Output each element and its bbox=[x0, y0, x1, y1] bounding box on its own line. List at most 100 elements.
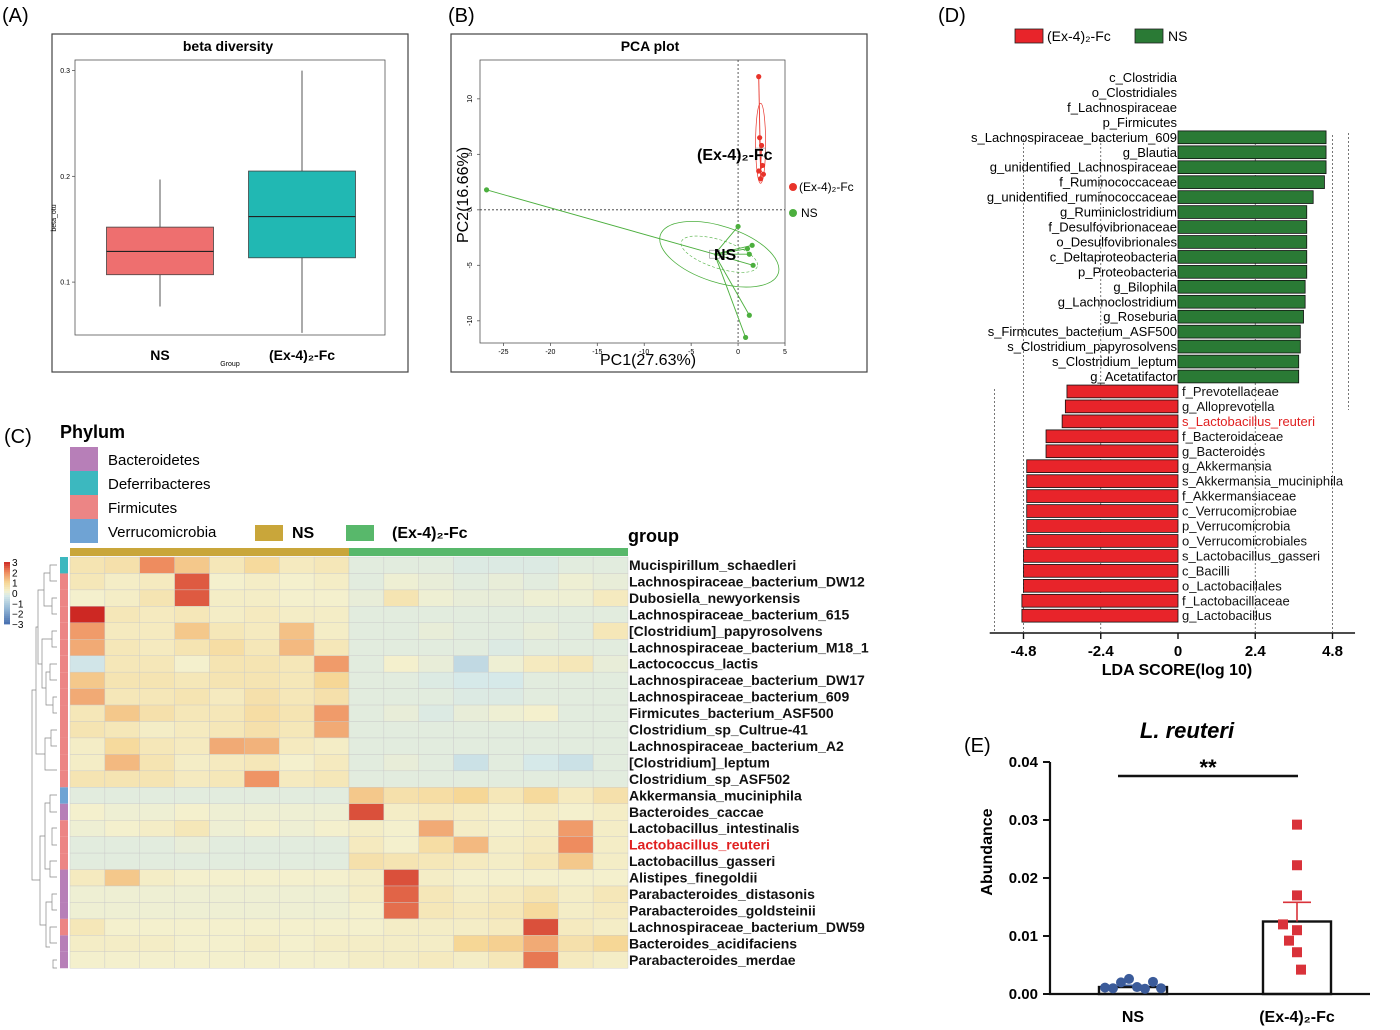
panel-c-cell bbox=[558, 573, 594, 591]
panel-c-phylum-swatch bbox=[70, 447, 98, 471]
panel-c-cell bbox=[488, 951, 524, 969]
panel-d-legend-ns-swatch bbox=[1134, 28, 1164, 44]
panel-c-scale-step bbox=[4, 603, 10, 606]
panel-c-cell bbox=[453, 737, 489, 755]
panel-c-cell bbox=[279, 688, 315, 706]
panel-c-row-label: Lachnospiraceae_bacterium_609 bbox=[629, 689, 849, 705]
panel-d-label-ns: o_Clostridiales bbox=[1092, 85, 1178, 100]
panel-c-cell bbox=[209, 573, 245, 591]
panel-c-cell bbox=[418, 721, 454, 739]
panel-c-cell bbox=[69, 589, 106, 607]
panel-e-ytick-label: 0.04 bbox=[1009, 754, 1039, 771]
panel-c-cell bbox=[523, 655, 559, 673]
panel-c-cell bbox=[383, 918, 419, 936]
panel-b-point bbox=[483, 187, 490, 193]
panel-b-spider-ns bbox=[714, 253, 754, 266]
panel-b-point bbox=[760, 171, 767, 177]
panel-b-ytick-label: 5 bbox=[467, 152, 474, 156]
panel-c-cell bbox=[558, 770, 594, 788]
panel-c-cell bbox=[104, 902, 140, 920]
panel-d-bar-ex bbox=[1061, 414, 1179, 429]
panel-c-cell bbox=[104, 935, 140, 952]
panel-c-cell bbox=[104, 770, 140, 788]
panel-c-cell bbox=[348, 803, 385, 821]
panel-c-cell bbox=[139, 935, 175, 952]
panel-c-scale-step bbox=[4, 578, 10, 581]
panel-c-cell bbox=[209, 787, 245, 804]
panel-c-row-phylum bbox=[60, 869, 68, 886]
panel-c-group-ex-swatch bbox=[346, 525, 374, 541]
panel-c-cell bbox=[174, 852, 210, 870]
panel-c-cell bbox=[104, 803, 140, 821]
panel-c-cell bbox=[279, 820, 315, 837]
panel-c-phylum-legend: Bacteroidetes Deferribacteres Firmicutes Ve… bbox=[70, 447, 217, 543]
panel-c-group-ns-label: NS bbox=[292, 525, 315, 542]
panel-a-yticks: 0.1 0.2 0.3 bbox=[60, 68, 75, 287]
panel-c-cell bbox=[69, 671, 106, 689]
panel-c-cell bbox=[453, 704, 489, 722]
panel-c-cell bbox=[558, 639, 594, 656]
panel-c-cell bbox=[558, 902, 594, 920]
panel-c-cell bbox=[418, 935, 454, 952]
panel-c-cell bbox=[383, 869, 419, 887]
panel-c-cell bbox=[592, 935, 629, 952]
panel-c-scale-step bbox=[4, 574, 10, 577]
panel-c-cell bbox=[592, 721, 629, 739]
panel-c-cell bbox=[244, 935, 280, 952]
panel-c-cell bbox=[488, 721, 524, 739]
panel-c-cell bbox=[488, 935, 524, 952]
panel-c-cell bbox=[383, 606, 419, 623]
panel-c-cell bbox=[69, 688, 106, 706]
panel-c-cell bbox=[453, 589, 489, 607]
panel-b-point bbox=[744, 246, 751, 252]
panel-c-cell bbox=[244, 606, 280, 623]
panel-c-dendrogram-branch bbox=[31, 689, 40, 881]
panel-c-cell bbox=[558, 655, 594, 673]
panel-c-cell bbox=[244, 869, 280, 887]
panel-c-cell bbox=[418, 787, 454, 804]
panel-c-row-phylum bbox=[60, 853, 68, 870]
panel-c-heatmap: Mucispirillum_schaedleriLachnospiraceae_… bbox=[60, 548, 869, 969]
panel-b-spider-ns bbox=[714, 253, 750, 316]
panel-c-cell bbox=[69, 935, 106, 952]
panel-e-plot: 0.00 0.01 0.02 0.03 0.04 NS (Ex-4)₂-Fc bbox=[1009, 754, 1370, 1026]
panel-d-bar-ex bbox=[1066, 384, 1179, 399]
panel-c-row-phylum bbox=[60, 918, 68, 936]
panel-c-cell bbox=[523, 869, 559, 887]
panel-c-cell bbox=[523, 639, 559, 656]
panel-c-cell bbox=[209, 688, 245, 706]
panel-d-bar-ex bbox=[1021, 593, 1179, 608]
panel-c-cell bbox=[592, 622, 629, 640]
panel-c-row-label: Parabacteroides_goldsteinii bbox=[629, 902, 816, 918]
panel-d-bar-ns bbox=[1177, 339, 1301, 354]
panel-b-spider-ns bbox=[714, 254, 747, 338]
panel-e-point-ex bbox=[1292, 819, 1302, 830]
panel-d-bar-ns bbox=[1177, 279, 1306, 294]
panel-c-cell bbox=[418, 852, 454, 870]
panel-c-cell bbox=[348, 589, 385, 607]
panel-c-cell bbox=[279, 639, 315, 656]
panel-c-cell bbox=[488, 754, 524, 772]
panel-d-label-ns: f_Lachnospiraceae bbox=[1067, 100, 1177, 115]
panel-c-cell bbox=[488, 820, 524, 837]
panel-c-cell bbox=[139, 770, 175, 788]
panel-b-xtick-label: -20 bbox=[545, 349, 555, 356]
panel-d-label-ns: s_Firmcutes_bacterium_ASF500 bbox=[988, 324, 1177, 339]
panel-c-cell bbox=[418, 639, 454, 656]
panel-c-row-phylum bbox=[60, 803, 68, 821]
panel-c-cell bbox=[279, 704, 315, 722]
panel-c-cell bbox=[383, 836, 419, 854]
panel-c-cell bbox=[279, 589, 315, 607]
panel-d-label-ex: g_Lactobacillus bbox=[1182, 608, 1272, 623]
panel-c-phylum-label: Firmicutes bbox=[108, 500, 177, 517]
panel-c-cell bbox=[174, 885, 210, 903]
panel-c-row-label: Lachnospiraceae_bacterium_M18_1 bbox=[629, 639, 869, 655]
panel-c-scale-label: −2 bbox=[12, 610, 24, 621]
panel-c-cell bbox=[592, 902, 629, 920]
panel-c-cell bbox=[69, 836, 106, 854]
panel-c-row-phylum bbox=[60, 639, 68, 656]
panel-d-label-ns: f_Desulfovibrionaceae bbox=[1048, 220, 1177, 235]
panel-c-cell bbox=[139, 573, 175, 591]
panel-d-label-ns: p_Proteobacteria bbox=[1078, 264, 1178, 279]
panel-c-cell bbox=[139, 688, 175, 706]
